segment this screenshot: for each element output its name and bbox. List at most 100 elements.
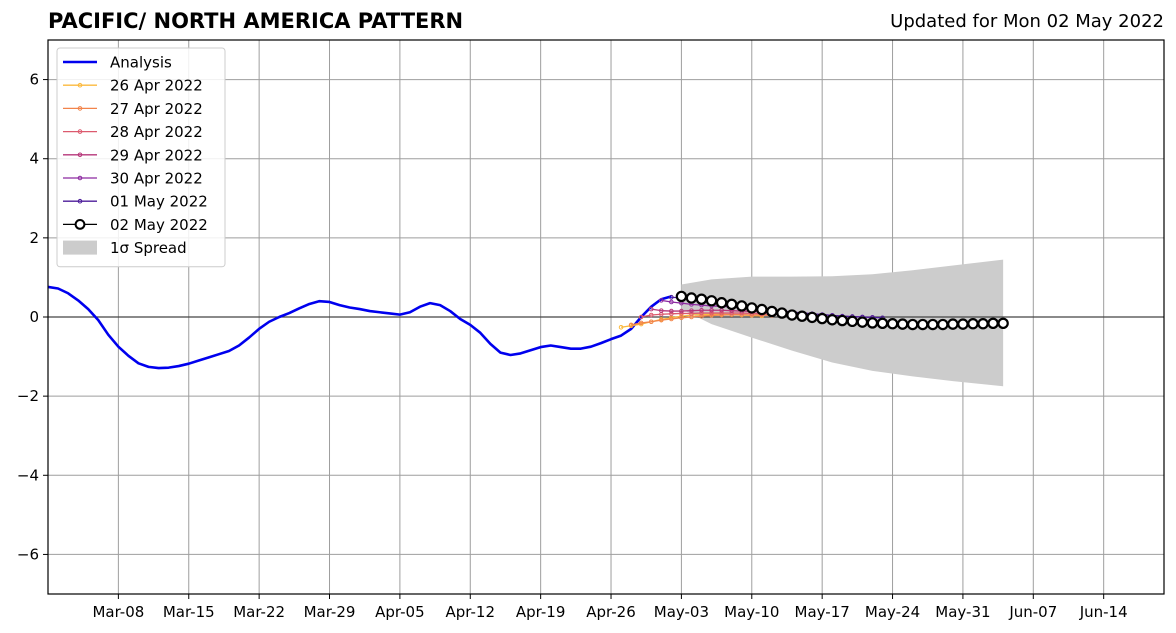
data-point xyxy=(937,318,949,331)
x-tick-label: Mar-29 xyxy=(304,603,356,621)
data-point xyxy=(967,318,979,330)
series-line xyxy=(48,285,672,370)
x-tick-label: May-17 xyxy=(795,603,850,621)
grid xyxy=(48,40,1164,594)
legend-box xyxy=(56,47,226,268)
legend-label: 30 Apr 2022 xyxy=(110,170,203,188)
plot-area xyxy=(48,259,1164,387)
data-point xyxy=(658,317,664,323)
data-point xyxy=(846,315,859,328)
data-point xyxy=(638,314,644,320)
data-point xyxy=(679,315,684,321)
data-point xyxy=(658,308,664,313)
data-point xyxy=(725,298,738,311)
legend-item: 29 Apr 2022 xyxy=(63,146,203,164)
data-point xyxy=(826,314,838,326)
legend-item: 28 Apr 2022 xyxy=(63,123,203,141)
data-point xyxy=(876,317,889,330)
legend-label: 27 Apr 2022 xyxy=(110,100,203,118)
data-point xyxy=(695,293,708,305)
data-point xyxy=(719,310,724,316)
y-tick-label: −4 xyxy=(17,466,39,484)
x-tick-label: Mar-08 xyxy=(92,603,144,621)
data-point xyxy=(756,303,768,316)
legend-label: 01 May 2022 xyxy=(110,193,208,211)
data-point xyxy=(896,318,909,330)
data-point xyxy=(786,309,798,321)
y-tick-label: 2 xyxy=(29,229,39,247)
data-point xyxy=(628,322,634,328)
series-0 xyxy=(48,285,672,370)
y-tick-label: 4 xyxy=(29,150,39,168)
data-point xyxy=(658,298,664,303)
y-tick-label: 0 xyxy=(29,308,39,326)
series-line xyxy=(631,313,772,326)
data-point xyxy=(997,317,1009,330)
data-point xyxy=(836,314,848,327)
data-point xyxy=(669,308,674,314)
data-point xyxy=(776,307,788,319)
data-point xyxy=(715,297,728,309)
legend-item: 26 Apr 2022 xyxy=(63,77,203,95)
data-point xyxy=(709,307,714,313)
legend-item: 02 May 2022 xyxy=(63,216,208,234)
x-tick-label: May-24 xyxy=(865,603,920,621)
data-point xyxy=(618,324,624,330)
data-point xyxy=(675,290,688,303)
x-tick-label: May-10 xyxy=(724,603,779,621)
legend-item: 1σ Spread xyxy=(63,239,187,257)
legend: Analysis 26 Apr 2022 27 Apr 2022 28 Apr 202… xyxy=(56,47,226,268)
data-point xyxy=(689,308,694,313)
data-point xyxy=(746,302,758,314)
series-7 xyxy=(675,290,1009,331)
x-tick-label: Mar-22 xyxy=(233,603,285,621)
data-point xyxy=(957,318,969,330)
x-axis: Mar-08 Mar-15 Mar-22 Mar-29 Apr-05 Apr-12 Apr-… xyxy=(92,594,1128,621)
data-point xyxy=(866,317,879,329)
legend-item: 01 May 2022 xyxy=(63,193,208,211)
data-point xyxy=(689,311,694,316)
data-point xyxy=(987,317,999,330)
data-point xyxy=(648,312,654,318)
x-tick-label: May-31 xyxy=(935,603,990,621)
legend-label: 26 Apr 2022 xyxy=(110,77,203,95)
legend-item: 27 Apr 2022 xyxy=(63,100,203,118)
data-point xyxy=(669,316,674,322)
data-point xyxy=(736,300,748,312)
data-point xyxy=(685,292,698,304)
legend-label: 29 Apr 2022 xyxy=(110,146,203,164)
updated-date-label: Updated for Mon 02 May 2022 xyxy=(890,11,1164,32)
legend-swatch xyxy=(63,240,97,255)
data-point xyxy=(705,295,718,307)
data-point xyxy=(977,318,989,330)
legend-marker xyxy=(74,219,86,230)
x-tick-label: Apr-12 xyxy=(446,603,496,621)
y-tick-label: −2 xyxy=(17,387,39,405)
data-point xyxy=(669,294,674,300)
x-tick-label: May-03 xyxy=(654,603,709,621)
x-tick-label: Apr-26 xyxy=(586,603,636,621)
legend-label: 1σ Spread xyxy=(110,239,187,257)
data-point xyxy=(669,311,674,317)
x-tick-label: Mar-15 xyxy=(163,603,215,621)
legend-label: 02 May 2022 xyxy=(110,216,208,234)
data-point xyxy=(699,307,704,313)
y-tick-label: −6 xyxy=(17,545,39,563)
data-point xyxy=(648,319,654,325)
data-point xyxy=(679,308,684,314)
data-point xyxy=(806,311,818,324)
legend-marker xyxy=(77,82,83,88)
data-point xyxy=(947,318,959,330)
legend-item: 30 Apr 2022 xyxy=(63,170,203,188)
data-point xyxy=(648,306,654,312)
data-point xyxy=(917,318,929,331)
data-point xyxy=(906,318,919,331)
data-point xyxy=(709,310,714,316)
legend-marker xyxy=(77,106,83,111)
legend-label: Analysis xyxy=(110,54,172,72)
data-point xyxy=(816,312,828,325)
x-tick-label: Apr-19 xyxy=(516,603,566,621)
legend-marker xyxy=(77,152,83,158)
legend-label: 28 Apr 2022 xyxy=(110,123,203,141)
